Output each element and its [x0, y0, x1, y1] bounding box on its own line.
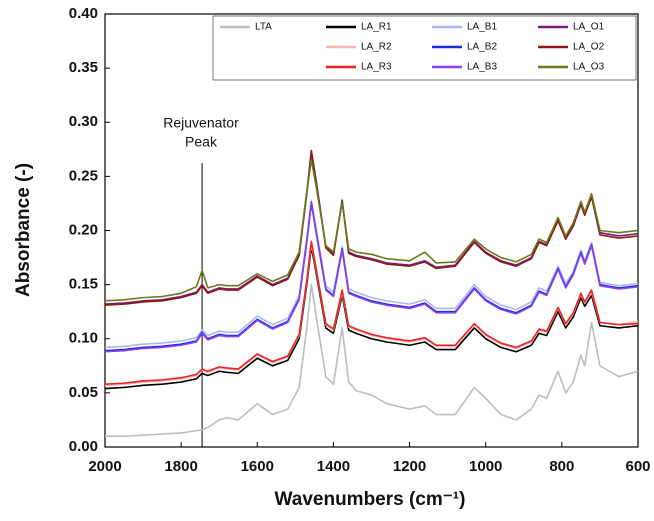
legend-label: LA_B3	[467, 62, 497, 73]
y-tick-label: 0.30	[69, 113, 98, 130]
x-tick-label: 2000	[88, 458, 121, 475]
legend-label: LA_O3	[573, 62, 605, 73]
y-tick-label: 0.40	[69, 5, 98, 22]
legend-label: LA_R2	[361, 42, 392, 53]
y-tick-label: 0.25	[69, 167, 98, 184]
x-tick-label: 1400	[317, 458, 350, 475]
y-tick-label: 0.00	[69, 438, 98, 455]
x-tick-label: 800	[549, 458, 574, 475]
x-tick-label: 1200	[393, 458, 426, 475]
series-line	[104, 245, 639, 390]
series-line	[104, 242, 639, 387]
x-tick-label: 600	[625, 458, 650, 475]
annotation-text: Peak	[185, 134, 218, 150]
legend-label: LA_R1	[361, 22, 392, 33]
y-tick-label: 0.20	[69, 221, 98, 238]
series-line	[104, 151, 639, 306]
y-tick-label: 0.15	[69, 276, 98, 293]
x-axis-title: Wavenumbers (cm⁻¹)	[275, 489, 466, 510]
y-axis-title: Absorbance (-)	[13, 163, 34, 297]
y-tick-label: 0.10	[69, 330, 98, 347]
series-line	[104, 202, 639, 353]
x-tick-label: 1000	[469, 458, 502, 475]
legend-label: LA_B1	[467, 22, 497, 33]
y-tick-label: 0.35	[69, 59, 98, 76]
annotation-text: Rejuvenator	[163, 115, 239, 131]
series-line	[105, 283, 639, 437]
legend-label: LA_B2	[467, 42, 497, 53]
series-line	[104, 240, 639, 386]
legend-label: LA_O2	[573, 42, 605, 53]
x-tick-label: 1800	[164, 458, 197, 475]
x-tick-label: 1600	[241, 458, 274, 475]
series-line	[104, 159, 639, 302]
legend-label: LA_O1	[573, 22, 605, 33]
series-line	[104, 199, 639, 349]
series-line	[104, 201, 639, 352]
legend-label: LA_R3	[361, 62, 392, 73]
series-line	[104, 149, 639, 305]
legend-label: LTA	[255, 22, 272, 33]
y-tick-label: 0.05	[69, 384, 98, 401]
